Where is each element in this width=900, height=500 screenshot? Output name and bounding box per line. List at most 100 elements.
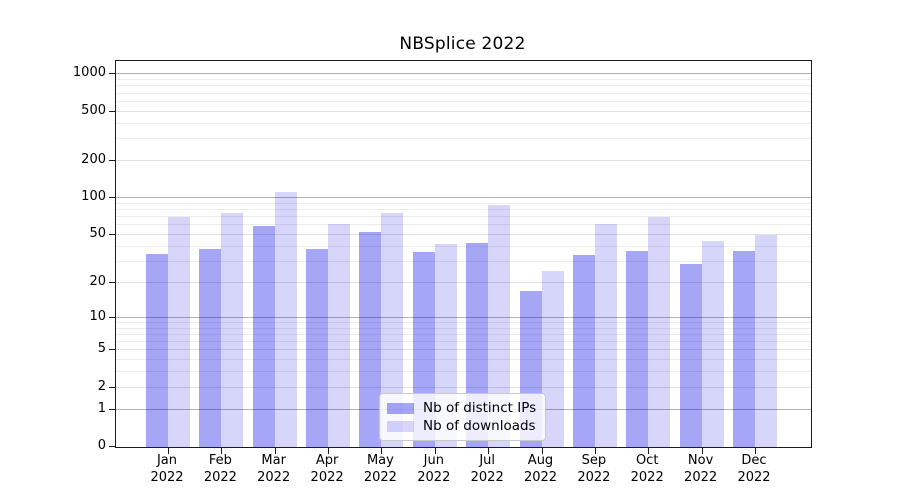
bar-downloads: [381, 213, 404, 447]
x-tick-jan: [168, 448, 169, 454]
x-label-year: 2022: [630, 470, 664, 485]
x-tick-oct: [648, 448, 650, 454]
x-label-year: 2022: [737, 470, 771, 485]
bar-distinct-ips: [306, 249, 329, 447]
y-tick-5: [109, 349, 115, 351]
bar-distinct-ips: [733, 250, 755, 447]
x-label-mar: Mar 2022: [242, 452, 306, 486]
bar-downloads: [488, 204, 511, 447]
x-label-sep: Sep 2022: [562, 452, 626, 486]
x-label-month: Oct: [635, 453, 659, 468]
legend-swatch-downloads: [387, 420, 414, 432]
gridline-40: [116, 245, 811, 247]
x-label-month: Apr: [315, 453, 339, 468]
y-tick-100: [109, 197, 115, 199]
y-tick-20: [109, 281, 115, 283]
gridline-900: [116, 79, 811, 80]
x-tick-mar: [274, 448, 276, 454]
bar-downloads: [274, 191, 297, 447]
x-label-year: 2022: [523, 470, 558, 485]
bar-downloads: [168, 217, 190, 447]
bar-downloads: [701, 240, 724, 447]
bar-downloads: [541, 271, 564, 447]
legend-label-distinct-ips: Nb of distinct IPs: [423, 400, 537, 416]
y-label-20: 20: [89, 273, 106, 289]
x-tick-feb: [221, 448, 223, 454]
y-label-50: 50: [89, 225, 106, 241]
gridline-600: [116, 100, 811, 102]
y-label-1000: 1000: [72, 65, 106, 81]
legend-label-downloads: Nb of downloads: [423, 418, 536, 434]
gridline-9: [116, 321, 811, 323]
x-label-month: Mar: [261, 453, 286, 468]
x-tick-jun: [434, 448, 436, 454]
gridline-10: [116, 316, 811, 318]
gridline-6: [116, 341, 811, 342]
gridline-1000: [116, 73, 811, 75]
bar-downloads: [648, 217, 671, 447]
y-tick-10: [109, 316, 115, 318]
y-label-1: 1: [97, 400, 106, 416]
gridline-500: [116, 110, 811, 112]
bar-distinct-ips: [146, 253, 168, 447]
x-label-month: Nov: [687, 453, 714, 468]
bar-distinct-ips: [626, 250, 649, 447]
y-label-0: 0: [97, 438, 106, 453]
bar-downloads: [328, 224, 351, 447]
x-label-may: May 2022: [348, 452, 412, 486]
bar-downloads: [221, 213, 244, 447]
x-tick-apr: [328, 448, 330, 454]
gridline-60: [116, 224, 811, 226]
x-label-oct: Oct 2022: [615, 452, 679, 486]
x-label-dec: Dec 2022: [722, 452, 786, 486]
bar-distinct-ips: [572, 255, 595, 447]
gridline-20: [116, 281, 811, 283]
gridline-3: [116, 371, 811, 373]
y-tick-50: [109, 233, 115, 235]
x-label-month: Dec: [741, 453, 767, 468]
x-label-month: Jan: [156, 453, 178, 468]
gridline-80: [116, 209, 811, 210]
gridline-800: [116, 85, 811, 87]
bar-distinct-ips: [679, 263, 702, 447]
gridline-100: [116, 197, 811, 199]
gridline-8: [116, 327, 811, 329]
x-label-month: Aug: [527, 453, 554, 468]
gridline-300: [116, 138, 811, 140]
y-label-10: 10: [89, 308, 106, 324]
gridline-700: [116, 92, 811, 94]
gridline-200: [116, 159, 811, 161]
gridline-400: [116, 122, 811, 124]
x-label-year: 2022: [310, 470, 344, 485]
bar-distinct-ips: [199, 249, 222, 447]
bar-downloads: [594, 224, 617, 447]
plot-area: Nb of distinct IPs Nb of downloads: [109, 60, 812, 454]
y-tick-2: [109, 386, 115, 388]
x-label-year: 2022: [203, 470, 237, 485]
x-label-jun: Jun 2022: [402, 452, 466, 486]
x-label-year: 2022: [470, 470, 504, 485]
x-label-month: Jul: [479, 453, 496, 468]
legend: Nb of distinct IPs Nb of downloads: [379, 393, 547, 441]
x-label-year: 2022: [257, 470, 291, 485]
gridline-90: [116, 202, 811, 204]
x-tick-sep: [594, 448, 596, 454]
x-label-month: Feb: [208, 453, 232, 468]
gridline-30: [116, 260, 811, 262]
x-label-nov: Nov 2022: [669, 452, 733, 486]
x-label-apr: Apr 2022: [295, 452, 359, 486]
bar-distinct-ips: [359, 231, 382, 447]
x-tick-dec: [755, 448, 756, 454]
y-tick-1000: [109, 73, 115, 75]
x-label-month: May: [366, 453, 394, 468]
x-label-month: Sep: [581, 453, 607, 468]
x-label-year: 2022: [684, 470, 718, 485]
y-tick-0: [109, 446, 115, 447]
y-label-100: 100: [81, 189, 106, 205]
bar-downloads: [755, 234, 777, 447]
x-label-aug: Aug 2022: [509, 452, 573, 486]
x-tick-jul: [488, 448, 490, 454]
y-label-2: 2: [97, 378, 106, 394]
x-label-year: 2022: [363, 470, 397, 485]
